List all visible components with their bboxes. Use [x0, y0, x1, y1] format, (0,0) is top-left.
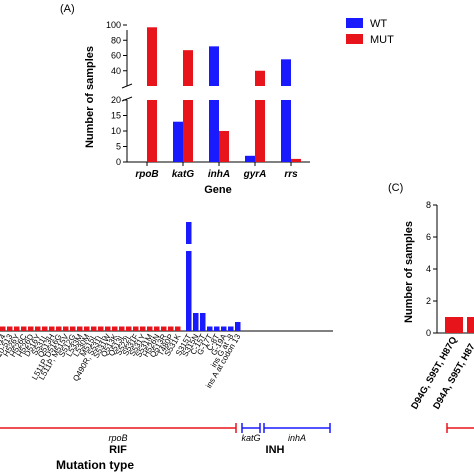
- panel-a-y-tick-label: 100: [106, 20, 121, 30]
- panel-b-bar: [105, 326, 111, 331]
- panel-b-bar: [193, 313, 199, 331]
- panel-b-bar: [35, 326, 41, 331]
- panel-a-bar: [255, 70, 265, 86]
- panel-b-bar: [186, 251, 192, 331]
- panel-b-bar: [147, 326, 153, 331]
- panel-b-bar: [214, 326, 220, 331]
- panel-b-bar: [49, 326, 55, 331]
- panel-a-x-tick-label: rrs: [284, 169, 298, 180]
- panel-a-bar: [147, 100, 157, 162]
- panel-a-y-tick-label: 40: [111, 66, 121, 76]
- panel-a-chart: 0 5 10 15 20 40 60 80 100 rpoB katG inhA gyrA rrs Nu…: [84, 18, 394, 196]
- panel-a-axis-break-mark: [121, 83, 133, 89]
- panel-b-bar: [91, 326, 97, 331]
- group-label-katg: katG: [241, 433, 260, 443]
- group-label-inha: inhA: [288, 433, 306, 443]
- panel-b-bar: [0, 326, 6, 331]
- panel-a-y-tick-label: 60: [111, 51, 121, 61]
- panel-b-bar: [154, 326, 160, 331]
- panel-a-label: (A): [60, 3, 75, 15]
- panel-b-bar: [119, 326, 125, 331]
- panel-c-y-axis-label: Number of samples: [403, 221, 415, 323]
- panel-c-y-tick-label: 8: [426, 200, 431, 210]
- panel-c-bar: [445, 317, 463, 333]
- group-label-rpob: rpoB: [108, 433, 127, 443]
- panel-b-bar: [207, 326, 213, 331]
- group-drug-rif: RIF: [109, 444, 127, 456]
- panel-b-bar: [63, 326, 69, 331]
- panel-b-bar: [84, 326, 90, 331]
- panel-a-bar: [209, 46, 219, 86]
- panel-a-bar: [245, 155, 255, 162]
- panel-b-bar: [28, 326, 34, 331]
- panel-b-x-axis-label: Mutation type: [56, 458, 134, 472]
- panel-a-bar: [219, 131, 229, 162]
- panel-a-bar: [281, 59, 291, 86]
- panel-b-bar: [168, 326, 174, 331]
- panel-a-y-tick-label: 80: [111, 35, 121, 45]
- panel-a-x-tick-label: gyrA: [243, 169, 267, 180]
- panel-b-bar: [161, 326, 167, 331]
- panel-a-y-tick-label: 0: [116, 157, 121, 167]
- panel-b-bar: [140, 326, 146, 331]
- panel-b-bar: [42, 326, 48, 331]
- panel-c-bar: [467, 317, 474, 333]
- panel-c-y-tick-label: 0: [426, 328, 431, 338]
- panel-a-bar: [255, 100, 265, 162]
- panel-a-y-tick-label: 20: [111, 95, 121, 105]
- panel-a-bar: [281, 100, 291, 162]
- panel-b-bar: [235, 322, 241, 331]
- panel-a-x-tick-label: rpoB: [135, 169, 158, 180]
- panel-b-chart: ...14S10-513H526YH526CH526DD516YS531LQ51…: [0, 222, 333, 472]
- panel-b-bar: [98, 326, 104, 331]
- panel-b-bar: [70, 326, 76, 331]
- panel-a-y-tick-label: 5: [116, 142, 121, 152]
- panel-a-y-tick-label: 15: [111, 111, 121, 121]
- legend-label-mut: MUT: [370, 34, 394, 46]
- panel-a-x-tick-label: katG: [172, 169, 194, 180]
- panel-b-bar: [14, 326, 20, 331]
- panel-c-label: (C): [388, 182, 403, 194]
- panel-b-bar: [77, 326, 83, 331]
- legend-swatch-mut: [346, 34, 363, 44]
- panel-b-bar: [186, 222, 192, 244]
- group-drug-inh: INH: [266, 444, 285, 456]
- legend-swatch-wt: [346, 18, 363, 28]
- panel-b-bar: [228, 326, 234, 331]
- panel-c-y-tick-label: 2: [426, 296, 431, 306]
- panel-b-bar: [200, 313, 206, 331]
- panel-b-bar: [21, 326, 27, 331]
- panel-a-x-axis-label: Gene: [204, 184, 232, 196]
- panel-b-bar: [133, 326, 139, 331]
- panel-c-y-tick-label: 4: [426, 264, 431, 274]
- panel-a-bar: [183, 50, 193, 86]
- legend-label-wt: WT: [370, 18, 387, 30]
- panel-c-y-tick-label: 6: [426, 232, 431, 242]
- panel-b-bar: [175, 326, 181, 331]
- panel-b-bar: [7, 326, 13, 331]
- panel-b-bar: [221, 326, 227, 331]
- panel-b-bar: [112, 326, 118, 331]
- panel-a-bar: [209, 100, 219, 162]
- panel-b-bar: [126, 326, 132, 331]
- panel-a-bar: [291, 158, 301, 162]
- panel-b-x-tick-label: ...14: [0, 332, 8, 350]
- panel-a-y-tick-label: 10: [111, 126, 121, 136]
- panel-b-bar: [56, 326, 62, 331]
- panel-a-x-tick-label: inhA: [208, 169, 230, 180]
- panel-a-bar: [173, 121, 183, 162]
- panel-a-bar: [183, 100, 193, 162]
- panel-a-y-axis-label: Number of samples: [84, 46, 96, 148]
- panel-a-bar: [147, 27, 157, 87]
